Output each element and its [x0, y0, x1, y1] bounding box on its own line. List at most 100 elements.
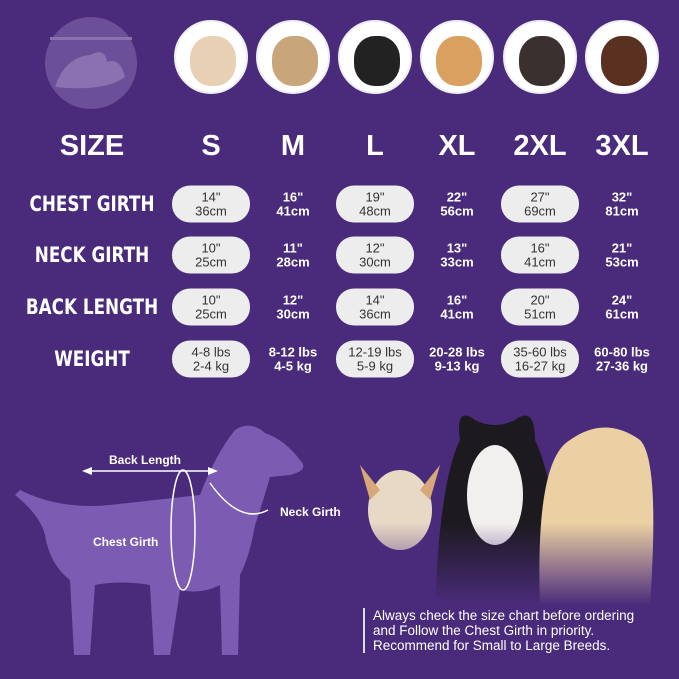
size-column-header: M: [280, 130, 306, 162]
size-note: Always check the size chart before order…: [363, 608, 634, 653]
cell-value: 51cm: [524, 306, 556, 321]
cell-value: 10": [201, 292, 221, 307]
size-cell: 8-12 lbs 4-5 kg: [254, 341, 332, 378]
cell-value: 4-5 kg: [274, 358, 312, 373]
size-cell: 27" 69cm: [501, 185, 579, 223]
size-column-header: S: [201, 130, 221, 162]
cell-value: 32": [611, 189, 633, 204]
size-cell: 16" 41cm: [501, 236, 579, 274]
dog-face-icon: [272, 36, 318, 86]
cell-value: 19": [365, 189, 385, 204]
size-cell: 11" 28cm: [254, 237, 332, 274]
cell-value: 27-36 kg: [595, 358, 649, 373]
cell-value: 30cm: [276, 306, 310, 321]
size-cell: 20" 51cm: [501, 288, 579, 326]
cell-value: 30cm: [359, 254, 391, 269]
size-column-header: 2XL: [513, 130, 567, 162]
size-cell: 13" 33cm: [418, 237, 496, 274]
cell-value: 12": [365, 240, 385, 255]
cell-value: 21": [611, 240, 633, 255]
size-cell: 19" 48cm: [336, 185, 414, 223]
size-cell: 12-19 lbs 5-9 kg: [336, 340, 414, 378]
size-cell: 24" 61cm: [583, 289, 661, 326]
cell-value: 10": [201, 240, 221, 255]
size-cell: 10" 25cm: [172, 288, 250, 326]
cell-value: 60-80 lbs: [594, 344, 650, 359]
row-label: BACK LENGTH: [25, 295, 159, 319]
dog-face-icon: [354, 36, 400, 86]
cell-value: 20": [530, 292, 550, 307]
dog-breed-avatar: [256, 20, 330, 94]
cell-value: 36cm: [195, 203, 227, 218]
cell-value: 69cm: [524, 203, 556, 218]
dog-cat-logo-icon: [45, 17, 137, 109]
size-header: SIZE: [59, 130, 125, 162]
dog-face-icon: [436, 36, 482, 86]
cell-value: 16-27 kg: [514, 358, 566, 373]
cell-value: 35-60 lbs: [513, 344, 567, 359]
size-column-header: XL: [438, 130, 476, 162]
note-line: Always check the size chart before order…: [373, 608, 635, 623]
cell-value: 5-9 kg: [356, 358, 394, 373]
size-cell: 4-8 lbs 2-4 kg: [172, 340, 250, 378]
note-line: and Follow the Chest Girth in priority.: [373, 623, 595, 638]
dog-breed-avatar: [420, 20, 494, 94]
cell-value: 41cm: [276, 203, 310, 218]
dog-breed-avatar: [585, 20, 659, 94]
size-cell: 16" 41cm: [254, 186, 332, 223]
chest-girth-label: Chest Girth: [93, 535, 159, 549]
cell-value: 9-13 kg: [434, 358, 480, 373]
size-cell: 20-28 lbs 9-13 kg: [418, 341, 496, 378]
cell-value: 2-4 kg: [192, 358, 230, 373]
size-column-header: 3XL: [595, 130, 649, 162]
cell-value: 24": [611, 292, 633, 307]
note-line: Recommend for Small to Large Breeds.: [373, 638, 611, 653]
cell-value: 16": [446, 292, 468, 307]
cell-value: 27": [530, 189, 550, 204]
cell-value: 16": [530, 240, 550, 255]
cell-value: 11": [283, 240, 303, 255]
cell-value: 36cm: [359, 306, 391, 321]
size-cell: 10" 25cm: [172, 236, 250, 274]
size-cell: 21" 53cm: [583, 237, 661, 274]
cell-value: 4-8 lbs: [191, 344, 231, 359]
cell-value: 22": [446, 189, 468, 204]
cell-value: 20-28 lbs: [429, 344, 485, 359]
size-cell: 22" 56cm: [418, 186, 496, 223]
cell-value: 12-19 lbs: [348, 344, 402, 359]
row-label: CHEST GIRTH: [29, 192, 155, 216]
size-cell: 32" 81cm: [583, 186, 661, 223]
cell-value: 28cm: [276, 254, 310, 269]
cell-value: 41cm: [524, 254, 556, 269]
cell-value: 81cm: [605, 203, 639, 218]
size-column-header: L: [366, 130, 384, 162]
cell-value: 48cm: [359, 203, 391, 218]
cell-value: 25cm: [195, 254, 227, 269]
cell-value: 14": [365, 292, 385, 307]
size-cell: 12" 30cm: [336, 236, 414, 274]
neck-girth-label: Neck Girth: [280, 505, 341, 519]
cell-value: 12": [282, 292, 304, 307]
dog-breed-avatar: [338, 20, 412, 94]
cell-value: 14": [201, 189, 221, 204]
cell-value: 41cm: [440, 306, 474, 321]
cell-value: 33cm: [440, 254, 474, 269]
cell-value: 16": [282, 189, 304, 204]
size-cell: 60-80 lbs 27-36 kg: [583, 341, 661, 378]
size-cell: 14" 36cm: [336, 288, 414, 326]
row-label: NECK GIRTH: [34, 243, 150, 267]
back-length-label: Back Length: [109, 453, 182, 467]
row-label: WEIGHT: [54, 347, 130, 371]
dog-face-icon: [519, 36, 565, 86]
size-cell: 35-60 lbs 16-27 kg: [501, 340, 579, 378]
size-cell: 16" 41cm: [418, 289, 496, 326]
dog-face-icon: [190, 36, 236, 86]
size-cell: 14" 36cm: [172, 185, 250, 223]
cell-value: 13": [446, 240, 468, 255]
cell-value: 8-12 lbs: [268, 344, 318, 359]
dog-silhouette-diagram: [15, 425, 304, 655]
cell-value: 25cm: [195, 306, 227, 321]
dogs-photo: [340, 400, 679, 605]
size-cell: 12" 30cm: [254, 289, 332, 326]
cell-value: 61cm: [605, 306, 639, 321]
